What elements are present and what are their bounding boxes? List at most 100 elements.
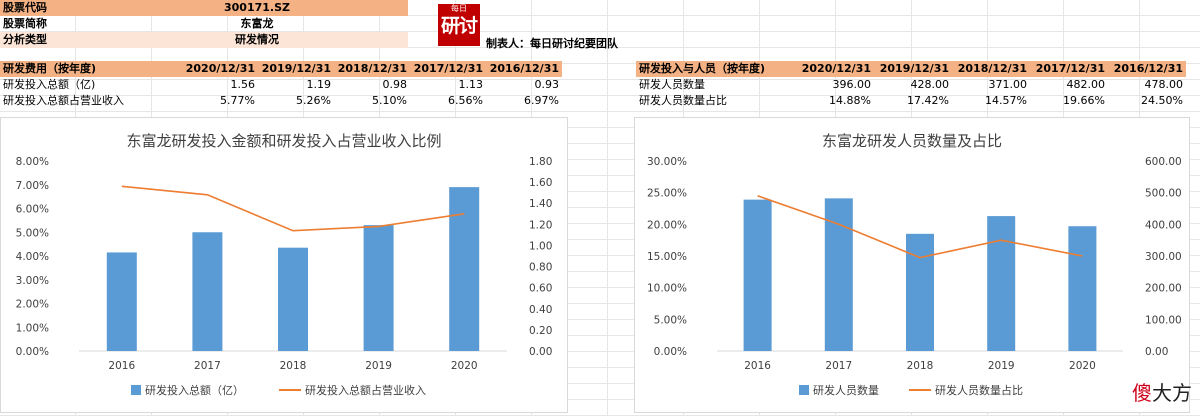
legend-line-label: 研发投入总额占营业收入 (305, 383, 426, 397)
bar (192, 232, 223, 351)
chart-title: 东富龙研发投入金额和研发投入占营业收入比例 (126, 132, 441, 150)
rd-table-header-col[interactable]: 2018/12/31 (334, 61, 410, 77)
bar (106, 252, 137, 351)
x-tick-label: 2018 (907, 360, 934, 372)
y-left-tick-label: 3.00% (16, 275, 49, 287)
rd-investment-chart[interactable]: 东富龙研发投入金额和研发投入占营业收入比例 0.00% 1.00% 2.00% 3.00… (0, 117, 568, 413)
rd-cell[interactable]: 1.13 (458, 78, 484, 91)
staff-table-header-label[interactable]: 研发投入与人员（按年度) (636, 61, 796, 77)
y-right-tick-label: 600.00 (1145, 156, 1182, 168)
rd-table-header-col[interactable]: 2020/12/31 (182, 61, 258, 77)
stock-name-value[interactable]: 东富龙 (240, 17, 274, 30)
staff-table-header-col[interactable]: 2017/12/31 (1030, 61, 1108, 77)
logo-top-text: 每日 (451, 4, 467, 13)
y-left-tick-label: 4.00% (16, 251, 49, 263)
analysis-type-label[interactable]: 分析类型 (0, 32, 106, 48)
x-tick-label: 2019 (988, 360, 1015, 372)
x-tick-label: 2016 (108, 360, 135, 372)
bar (278, 247, 308, 351)
y-right-tick-label: 0.80 (529, 262, 552, 274)
staff-row-label[interactable]: 研发人员数量占比 (639, 94, 727, 107)
legend-line-label: 研发人员数量占比 (935, 383, 1023, 397)
y-left-tick-label: 5.00% (654, 314, 687, 326)
staff-table-header-col[interactable]: 2019/12/31 (874, 61, 952, 77)
y-right-tick-label: 0.20 (529, 325, 552, 337)
rd-table-header-col[interactable]: 2017/12/31 (410, 61, 486, 77)
bar (1068, 226, 1097, 351)
rd-table-header-col[interactable]: 2019/12/31 (258, 61, 334, 77)
stock-code-value[interactable]: 300171.SZ (106, 0, 408, 16)
line-series (121, 185, 465, 232)
legend-bar-swatch (799, 385, 809, 395)
x-tick-label: 2016 (744, 360, 771, 372)
rd-cell[interactable]: 6.56% (448, 94, 483, 107)
y-left-tick-label: 1.00% (16, 322, 49, 334)
rd-row-label[interactable]: 研发投入总额（亿) (3, 78, 96, 91)
y-left-tick-label: 0.00% (16, 346, 49, 358)
bar (906, 233, 934, 351)
chart-svg: 东富龙研发人员数量及占比 0.00% 5.00% 10.00% 15.00% 20.00%… (647, 132, 1182, 397)
bar (987, 216, 1016, 351)
analysis-type-value[interactable]: 研发情况 (106, 32, 408, 48)
bar (743, 199, 772, 351)
y-right-tick-label: 100.00 (1145, 314, 1182, 326)
x-tick-label: 2020 (1069, 360, 1096, 372)
staff-cell[interactable]: 482.00 (1066, 78, 1106, 91)
bar (363, 225, 394, 351)
staff-cell[interactable]: 14.57% (985, 94, 1027, 107)
y-right-tick-label: 1.60 (529, 177, 552, 189)
stock-code-label[interactable]: 股票代码 (0, 0, 106, 16)
y-left-tick-label: 25.00% (647, 188, 687, 200)
rd-staff-chart[interactable]: 东富龙研发人员数量及占比 0.00% 5.00% 10.00% 15.00% 20.00%… (634, 117, 1190, 413)
line-series (757, 195, 1083, 259)
staff-row-label[interactable]: 研发人员数量 (639, 78, 705, 91)
rd-cell[interactable]: 1.56 (230, 78, 256, 91)
y-right-tick-label: 0.00 (1145, 346, 1168, 358)
staff-cell[interactable]: 478.00 (1144, 78, 1184, 91)
logo: 每日 研讨 (438, 4, 480, 46)
rd-table-header-label[interactable]: 研发费用（按年度) (0, 61, 182, 77)
staff-cell[interactable]: 24.50% (1141, 94, 1183, 107)
rd-cell[interactable]: 5.77% (220, 94, 255, 107)
y-right-tick-label: 1.40 (529, 198, 552, 210)
rd-cell[interactable]: 0.93 (534, 78, 560, 91)
watermark: 傻大方 (1132, 377, 1192, 406)
y-right-tick-label: 200.00 (1145, 283, 1182, 295)
rd-cell[interactable]: 0.98 (382, 78, 408, 91)
staff-cell[interactable]: 17.42% (907, 94, 949, 107)
rd-cell[interactable]: 5.26% (296, 94, 331, 107)
maker-label: 制表人：每日研讨纪要团队 (486, 37, 618, 50)
staff-cell[interactable]: 19.66% (1063, 94, 1105, 107)
staff-table-header-col[interactable]: 2018/12/31 (952, 61, 1030, 77)
staff-table-header-col[interactable]: 2020/12/31 (796, 61, 874, 77)
y-left-tick-label: 15.00% (647, 251, 687, 263)
legend-bar-label: 研发投入总额（亿） (145, 383, 244, 397)
x-tick-label: 2017 (825, 360, 852, 372)
staff-cell[interactable]: 14.88% (829, 94, 871, 107)
y-right-tick-label: 1.20 (529, 219, 552, 231)
rd-row-label[interactable]: 研发投入总额占营业收入 (3, 94, 124, 107)
x-tick-label: 2018 (280, 360, 307, 372)
bar (449, 187, 480, 351)
staff-cell[interactable]: 396.00 (832, 78, 872, 91)
y-right-tick-label: 400.00 (1145, 219, 1182, 231)
rd-table-header-col[interactable]: 2016/12/31 (486, 61, 562, 77)
legend-bar-swatch (131, 385, 141, 395)
legend-bar-label: 研发人员数量 (813, 383, 879, 397)
rd-cell[interactable]: 1.19 (306, 78, 332, 91)
staff-table-header-col[interactable]: 2016/12/31 (1108, 61, 1186, 77)
watermark-mark: 傻 (1132, 381, 1152, 405)
staff-cell[interactable]: 428.00 (910, 78, 950, 91)
y-right-tick-label: 0.40 (529, 304, 552, 316)
chart-svg: 东富龙研发投入金额和研发投入占营业收入比例 0.00% 1.00% 2.00% 3.00… (16, 132, 553, 397)
y-left-tick-label: 8.00% (16, 156, 49, 168)
y-right-tick-label: 1.80 (529, 156, 552, 168)
stock-name-label[interactable]: 股票简称 (3, 17, 47, 30)
x-tick-label: 2019 (365, 360, 392, 372)
staff-cell[interactable]: 371.00 (988, 78, 1028, 91)
rd-cell[interactable]: 6.97% (524, 94, 559, 107)
y-right-tick-label: 0.60 (529, 283, 552, 295)
y-left-tick-label: 30.00% (647, 156, 687, 168)
rd-cell[interactable]: 5.10% (372, 94, 407, 107)
x-tick-label: 2017 (194, 360, 221, 372)
